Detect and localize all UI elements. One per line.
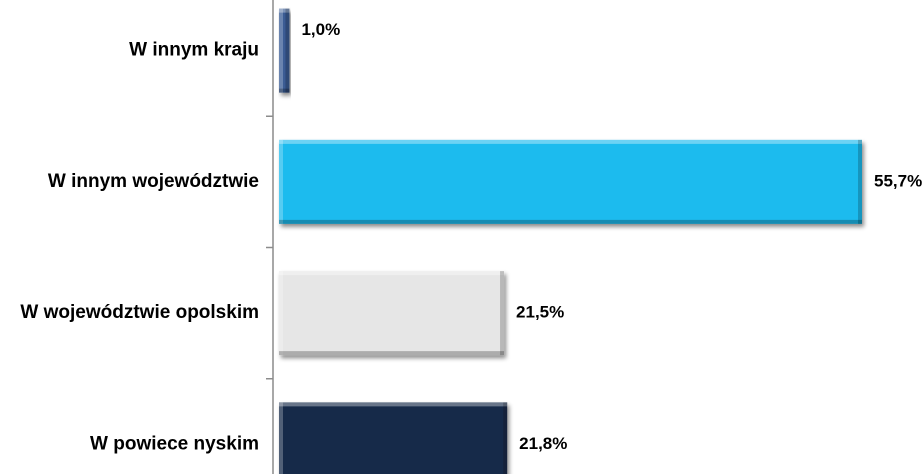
value-label: 55,7% [874, 171, 922, 190]
bar [279, 271, 505, 356]
bar [279, 8, 290, 93]
value-label: 1,0% [301, 20, 340, 39]
category-label: W województwie opolskim [20, 302, 259, 323]
category-label: W innym województwie [48, 171, 259, 192]
value-label: 21,8% [519, 434, 567, 453]
value-label: 21,5% [516, 303, 564, 322]
category-label: W innym kraju [129, 40, 259, 61]
category-label: W powiece nyskim [90, 433, 259, 454]
bar [279, 402, 508, 474]
bar [279, 139, 862, 224]
